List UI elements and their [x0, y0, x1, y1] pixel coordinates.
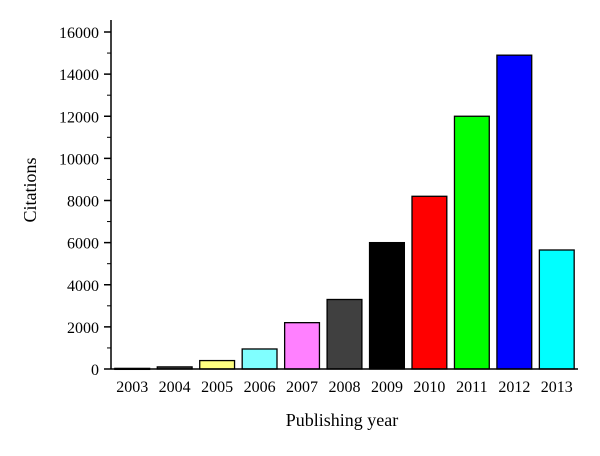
y-tick-label: 10000 — [59, 151, 99, 168]
bar-2011 — [453, 115, 490, 370]
y-tick-label: 4000 — [67, 278, 99, 295]
y-tick-label: 14000 — [59, 67, 99, 84]
y-tick-label: 8000 — [67, 194, 99, 211]
axes-group — [110, 20, 578, 370]
bar-2008 — [326, 298, 363, 370]
x-tick-label: 2010 — [413, 379, 445, 396]
bar-2009 — [368, 241, 406, 370]
y-tick-label: 16000 — [59, 25, 99, 42]
bar-2010 — [411, 195, 448, 370]
x-tick-label: 2008 — [329, 379, 361, 396]
x-tick-label: 2005 — [201, 379, 233, 396]
x-ticks-group: 2003 2004 2005 2006 2007 2008 2009 2010 2011 2012… — [116, 379, 573, 396]
bar-2006 — [241, 348, 278, 370]
x-tick-label: 2009 — [371, 379, 403, 396]
y-tick-label: 12000 — [59, 109, 99, 126]
x-tick-label: 2007 — [286, 379, 318, 396]
y-ticks-group: 0 2000 4000 6000 8000 10000 12000 14000 16000 — [59, 25, 111, 379]
bars-group — [114, 54, 575, 371]
y-tick-label: 6000 — [67, 236, 99, 253]
bar-2007 — [283, 322, 321, 370]
x-tick-label: 2012 — [498, 379, 530, 396]
x-tick-label: 2011 — [456, 379, 487, 396]
bar-2005 — [199, 359, 236, 370]
x-tick-label: 2004 — [159, 379, 191, 396]
y-tick-label: 0 — [91, 362, 99, 379]
x-tick-label: 2006 — [244, 379, 276, 396]
y-tick-label: 2000 — [67, 320, 99, 337]
bar-2012 — [496, 54, 533, 370]
bar-2013 — [538, 249, 575, 370]
x-axis-title: Publishing year — [286, 410, 399, 430]
y-axis-title: Citations — [20, 157, 40, 222]
x-tick-label: 2003 — [116, 379, 148, 396]
x-tick-label: 2013 — [541, 379, 573, 396]
